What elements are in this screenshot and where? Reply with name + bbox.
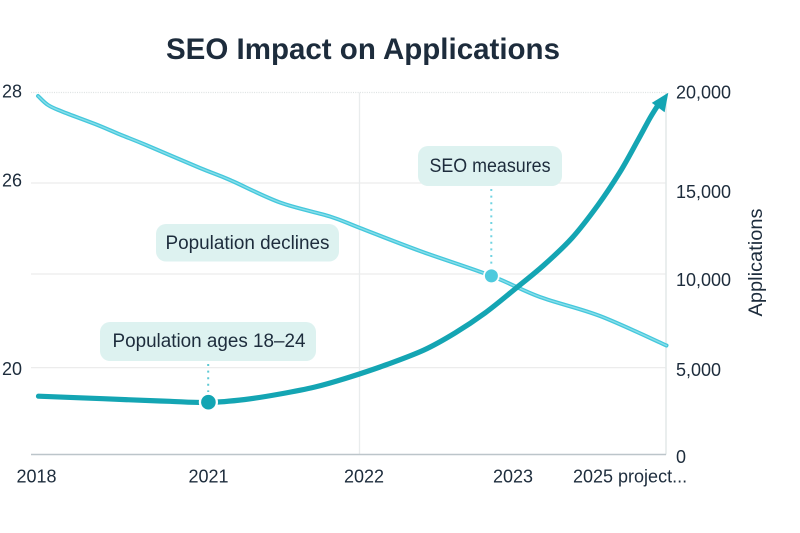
svg-text:26: 26 xyxy=(2,171,22,191)
svg-text:Population declines: Population declines xyxy=(166,233,330,254)
svg-text:2023: 2023 xyxy=(493,467,533,487)
svg-text:2021: 2021 xyxy=(188,467,228,487)
svg-text:28: 28 xyxy=(2,82,22,102)
svg-text:2025 project...: 2025 project... xyxy=(573,467,687,487)
svg-text:SEO Impact on Applications: SEO Impact on Applications xyxy=(166,33,560,66)
svg-text:Population ages 18–24: Population ages 18–24 xyxy=(113,331,306,352)
svg-text:0: 0 xyxy=(676,447,686,467)
svg-text:15,000: 15,000 xyxy=(676,182,731,202)
svg-text:20,000: 20,000 xyxy=(676,83,731,103)
svg-text:5,000: 5,000 xyxy=(676,360,721,380)
svg-text:Applications: Applications xyxy=(746,209,767,317)
svg-text:SEO measures: SEO measures xyxy=(430,156,551,177)
svg-text:2022: 2022 xyxy=(344,467,384,487)
svg-text:20: 20 xyxy=(2,359,22,379)
svg-text:2018: 2018 xyxy=(16,467,56,487)
svg-text:10,000: 10,000 xyxy=(676,270,731,290)
